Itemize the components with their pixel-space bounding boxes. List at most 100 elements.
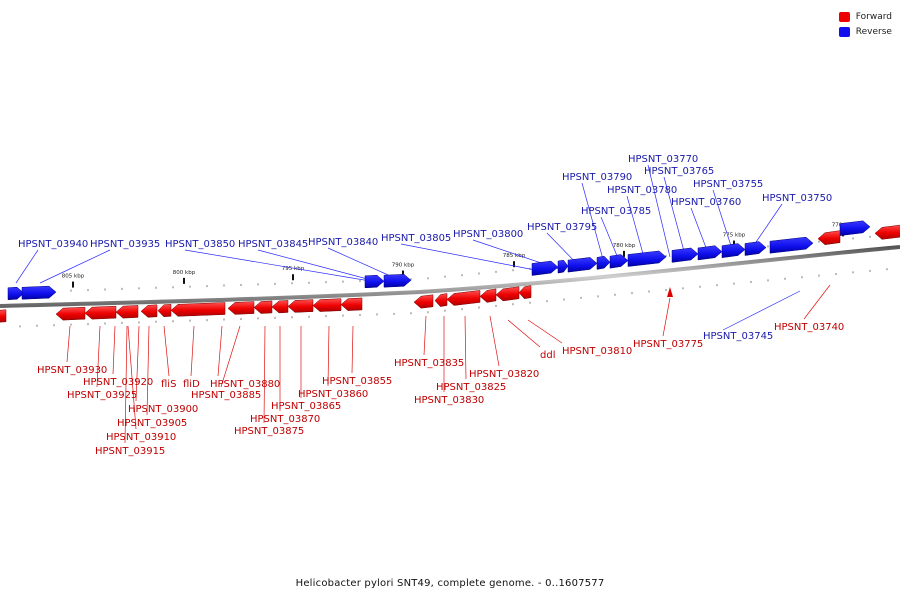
forward-gene-arrow <box>479 288 497 303</box>
forward-gene-label: HPSNT_03855 <box>322 376 392 387</box>
forward-leader-line <box>662 297 671 337</box>
reverse-leader-line <box>663 176 686 256</box>
forward-gene-label: HPSNT_03865 <box>271 401 341 412</box>
reverse-leader-line <box>581 182 605 264</box>
forward-gene-arrow <box>115 305 139 319</box>
forward-gene-arrow <box>55 306 86 321</box>
forward-gene-arrow <box>413 294 434 309</box>
reverse-gene-label: HPSNT_03755 <box>693 179 763 190</box>
reverse-gene-arrow <box>7 286 25 300</box>
forward-swatch <box>838 11 850 22</box>
major-tick <box>733 240 735 247</box>
forward-leader-line <box>220 325 241 388</box>
forward-gene-label: fliS <box>161 379 176 390</box>
reverse-gene-arrow <box>839 220 871 236</box>
major-tick <box>183 277 185 284</box>
forward-leader-line <box>464 315 467 380</box>
genome-backbone <box>0 245 900 308</box>
reverse-gene-label: HPSNT_03750 <box>762 193 832 204</box>
forward-gene-label: HPSNT_03775 <box>633 339 703 350</box>
legend-forward: Forward <box>838 9 892 24</box>
forward-gene-arrow <box>495 286 520 302</box>
legend: Forward Reverse <box>838 9 892 39</box>
reverse-gene-label: HPSNT_03790 <box>562 172 632 183</box>
forward-gene-arrow <box>0 309 7 323</box>
forward-gene-label: HPSNT_03875 <box>234 426 304 437</box>
scale-label: 795 kbp <box>282 266 305 272</box>
forward-leader-line <box>96 325 101 388</box>
reverse-leader-line <box>39 249 111 284</box>
scale-label: 790 kbp <box>392 263 415 269</box>
forward-gene-arrow <box>170 302 226 317</box>
forward-leader-line <box>527 319 563 344</box>
forward-leader-line <box>112 325 116 375</box>
forward-gene-label: HPSNT_03870 <box>250 414 320 425</box>
reverse-leader-line <box>690 207 709 254</box>
forward-gene-arrow <box>140 304 158 318</box>
reverse-gene-arrow <box>627 250 667 267</box>
reverse-gene-arrow <box>744 241 767 256</box>
scale-label: 800 kbp <box>173 270 196 276</box>
forward-gene-arrow <box>817 230 841 245</box>
forward-gene-label: HPSNT_03930 <box>37 365 107 376</box>
reverse-gene-label: HPSNT_03785 <box>581 206 651 217</box>
scale-label: 780 kbp <box>613 243 636 249</box>
reverse-leader-line <box>400 243 541 272</box>
major-tick <box>292 274 294 281</box>
reverse-gene-label: HPSNT_03940 <box>18 239 88 250</box>
forward-leader-line <box>423 315 427 356</box>
forward-leader-line <box>351 325 354 374</box>
reverse-leader-line <box>751 203 783 249</box>
forward-gene-label: HPSNT_03910 <box>106 432 176 443</box>
major-tick <box>513 261 515 268</box>
forward-leader-line <box>124 325 128 444</box>
reverse-gene-label: HPSNT_03935 <box>90 239 160 250</box>
reverse-leader-line <box>712 189 734 253</box>
reverse-leader-line <box>184 249 371 282</box>
reverse-leader-line <box>257 249 376 282</box>
scale-label: 785 kbp <box>503 253 526 259</box>
major-tick <box>402 270 404 277</box>
reverse-leader-line <box>626 195 646 262</box>
forward-gene-arrow <box>253 300 273 314</box>
forward-leader-line <box>66 325 71 363</box>
forward-leader-line <box>217 325 223 377</box>
forward-gene-label: HPSNT_03920 <box>83 377 153 388</box>
reverse-gene-arrow <box>567 257 598 273</box>
forward-gene-arrow <box>312 298 342 312</box>
forward-leader-line <box>190 325 195 377</box>
reverse-gene-arrow <box>21 285 57 300</box>
scale-label: 775 kbp <box>723 233 746 239</box>
reverse-gene-label: HPSNT_03795 <box>527 222 597 233</box>
reverse-leader-line <box>722 290 801 331</box>
forward-gene-label: HPSNT_03885 <box>191 390 261 401</box>
reverse-leader-line <box>15 249 39 284</box>
legend-reverse: Reverse <box>838 24 892 39</box>
forward-gene-arrow <box>227 301 255 315</box>
forward-gene-label: HPSNT_03825 <box>436 382 506 393</box>
forward-leader-line <box>489 315 500 367</box>
forward-gene-label: HPSNT_03830 <box>414 395 484 406</box>
reverse-gene-arrow <box>721 243 746 258</box>
reverse-gene-arrow <box>697 245 723 261</box>
forward-gene-label: ddl <box>540 350 555 361</box>
reverse-gene-label: HPSNT_03765 <box>644 166 714 177</box>
forward-gene-label: HPSNT_03925 <box>67 390 137 401</box>
reverse-gene-arrow <box>383 274 412 288</box>
leader-lines <box>15 164 831 444</box>
forward-gene-label: HPSNT_03740 <box>774 322 844 333</box>
forward-gene-label: HPSNT_03915 <box>95 446 165 457</box>
reverse-gene-label: HPSNT_03780 <box>607 185 677 196</box>
forward-leader-line <box>803 284 831 320</box>
forward-gene-arrow <box>874 224 900 240</box>
map-caption: Helicobacter pylori SNT49, complete geno… <box>295 578 605 589</box>
reverse-gene-label: HPSNT_03800 <box>453 229 523 240</box>
reverse-gene-label: HPSNT_03840 <box>308 237 378 248</box>
gene-labels: HPSNT_03940 HPSNT_03935 HPSNT_03850 HPSNT_0… <box>18 154 844 457</box>
reverse-leader-line <box>327 247 398 280</box>
reverse-gene-label: HPSNT_03770 <box>628 154 698 165</box>
reverse-gene-arrow <box>557 259 569 274</box>
reverse-gene-arrow <box>364 274 385 289</box>
reverse-gene-label: HPSNT_03745 <box>703 331 773 342</box>
forward-gene-arrow <box>84 305 117 320</box>
